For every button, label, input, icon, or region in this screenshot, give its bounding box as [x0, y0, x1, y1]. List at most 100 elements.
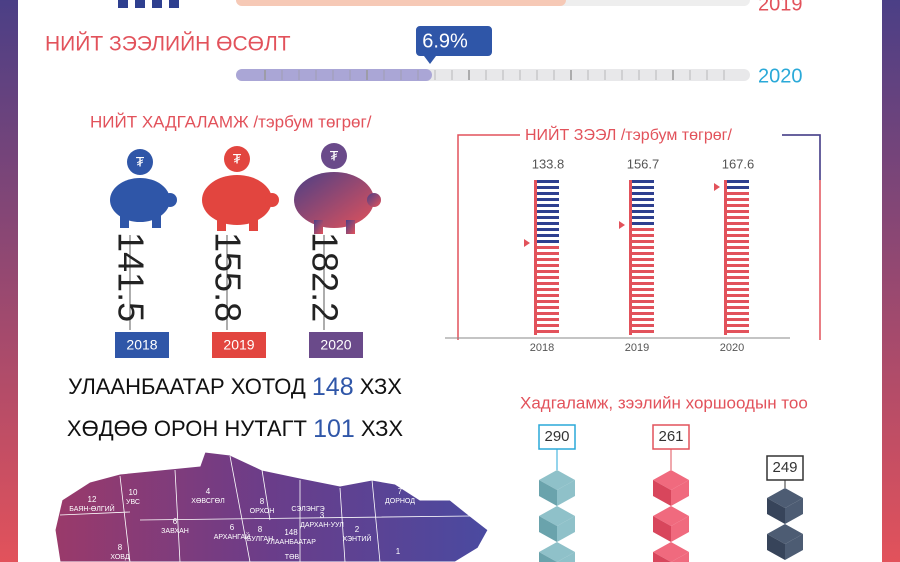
stripe — [632, 216, 654, 219]
hex-left — [767, 534, 785, 560]
coop-stack: 290 — [538, 424, 576, 562]
saving-value: 182.2 — [304, 232, 345, 322]
stripe — [537, 222, 559, 225]
map-name: ДОРНОД — [385, 498, 415, 505]
coin-sign: ₮ — [330, 148, 339, 164]
coin-sign: ₮ — [136, 154, 145, 170]
stripe — [537, 276, 559, 279]
stripe — [632, 186, 654, 189]
stripe — [632, 324, 654, 327]
stripe — [537, 282, 559, 285]
stripe — [632, 312, 654, 315]
callout — [766, 455, 804, 481]
stripe — [727, 276, 749, 279]
hex-right — [557, 480, 575, 506]
map-name: БУЛГАН — [247, 536, 273, 543]
coop-value: 261 — [658, 428, 683, 445]
stripe — [632, 270, 654, 273]
map-number: 148 — [284, 528, 298, 537]
hex-left — [539, 516, 557, 542]
pig-body — [110, 178, 170, 222]
rural-count: ХӨДӨӨ ОРОН НУТАГТ 101 ХЗХ — [67, 415, 403, 443]
map-name: СЭЛЭНГЭ — [291, 506, 324, 513]
year-box — [115, 332, 169, 358]
marker — [714, 183, 720, 191]
growth-value: 6.9% — [422, 30, 468, 52]
loan-value: 156.7 — [627, 156, 660, 171]
stripe — [537, 210, 559, 213]
map-number: 8 — [258, 525, 263, 534]
stripe — [632, 234, 654, 237]
stripe — [727, 246, 749, 249]
year-box — [212, 332, 266, 358]
stripe — [727, 210, 749, 213]
coin — [127, 149, 153, 175]
stripe — [632, 264, 654, 267]
loan-year: 2020 — [720, 342, 744, 354]
marker — [524, 239, 530, 247]
coop-stack: 249 — [766, 455, 804, 560]
saving-year: 2020 — [320, 337, 351, 353]
piggy-bank: ₮ 141.5 2018 — [110, 149, 177, 358]
stripe — [537, 312, 559, 315]
map-borders — [59, 455, 471, 562]
city-prefix: УЛААНБААТАР ХОТОД — [68, 374, 306, 399]
map-name: ЗАВХАН — [161, 528, 189, 535]
map-number: 2 — [355, 525, 360, 534]
stripe — [632, 198, 654, 201]
stripe — [632, 258, 654, 261]
hex-left — [653, 552, 671, 562]
stripe — [537, 216, 559, 219]
stripe — [727, 270, 749, 273]
hex-right — [557, 552, 575, 562]
stripe — [727, 282, 749, 285]
loan-value: 133.8 — [532, 156, 565, 171]
stripe — [727, 204, 749, 207]
stripe — [632, 192, 654, 195]
stripe — [632, 300, 654, 303]
stripe — [632, 246, 654, 249]
hex-right — [785, 498, 803, 524]
hex-right — [671, 516, 689, 542]
stripe — [727, 228, 749, 231]
loan-bar: 156.7 2019 — [619, 156, 660, 354]
map-number: 4 — [206, 487, 211, 496]
stripe — [727, 300, 749, 303]
stripe — [537, 306, 559, 309]
loan-year: 2019 — [625, 342, 649, 354]
stripe — [727, 264, 749, 267]
hex-left — [767, 498, 785, 524]
panel — [18, 0, 882, 562]
saving-value: 155.8 — [207, 232, 248, 322]
stripe — [632, 252, 654, 255]
stripe — [537, 186, 559, 189]
growth-callout — [416, 26, 492, 64]
coin — [321, 143, 347, 169]
hex-left — [539, 552, 557, 562]
hex-left — [653, 516, 671, 542]
map-number: 8 — [260, 497, 265, 506]
stripe — [537, 288, 559, 291]
stripe — [632, 228, 654, 231]
hex-left — [653, 480, 671, 506]
pig-leg — [314, 220, 323, 234]
top-row: 2019 — [118, 0, 803, 15]
map-number: 8 — [118, 543, 123, 552]
map-name: БАЯН-ӨЛГИЙ — [69, 504, 114, 513]
bar-edge — [629, 180, 632, 335]
stripe — [727, 216, 749, 219]
loan-bracket-top — [782, 134, 821, 180]
map-number: 6 — [173, 517, 178, 526]
stripe — [537, 294, 559, 297]
city-count: УЛААНБААТАР ХОТОД 148 ХЗХ — [68, 373, 402, 401]
hex-left — [539, 480, 557, 506]
hex-right — [785, 534, 803, 560]
stripe — [727, 324, 749, 327]
stripe — [537, 300, 559, 303]
stripe — [727, 222, 749, 225]
map-name: ХЭНТИЙ — [343, 534, 372, 543]
marker — [619, 221, 625, 229]
stripe — [727, 312, 749, 315]
stripe — [727, 252, 749, 255]
